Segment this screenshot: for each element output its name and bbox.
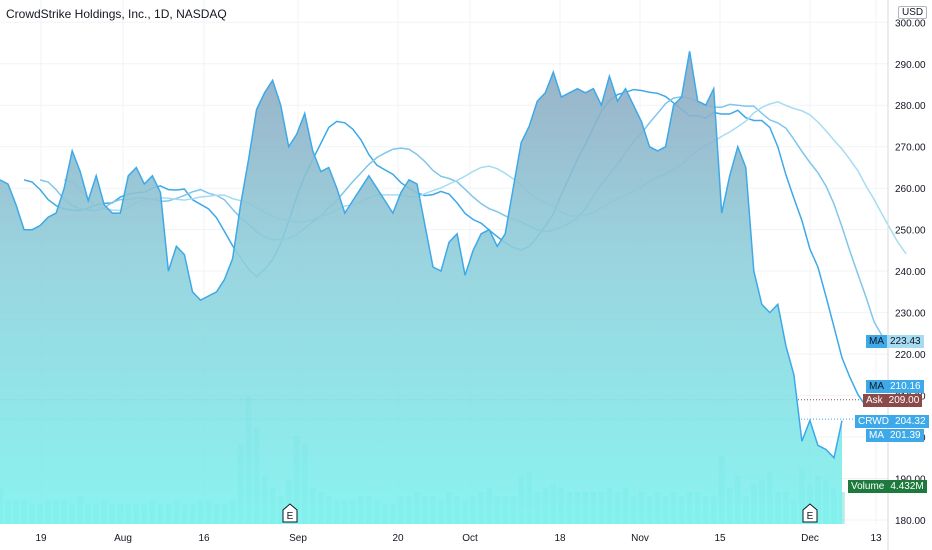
time-axis: 19 Aug 16 Sep 20 Oct 18 Nov 15 Dec 13 xyxy=(35,533,882,544)
x-tick-label: Aug xyxy=(114,533,132,544)
ask-value: 209.00 xyxy=(885,394,923,407)
ma3-label: MA xyxy=(866,429,887,442)
currency-button[interactable]: USD xyxy=(898,6,928,19)
x-tick-label: Dec xyxy=(801,533,819,544)
ma3-last-label: MA 201.39 xyxy=(866,429,924,442)
ask-last-label: Ask 209.00 xyxy=(863,394,923,407)
x-tick-label: Oct xyxy=(462,533,478,544)
price-area-fill xyxy=(0,51,842,525)
y-tick-label: 300.00 xyxy=(895,18,926,29)
earnings-marker-label: E xyxy=(807,511,814,522)
x-tick-label: 19 xyxy=(35,533,47,544)
ma-line-2 xyxy=(39,95,883,337)
x-tick-label: 20 xyxy=(392,533,404,544)
ma-line-1 xyxy=(23,88,867,408)
x-tick-label: 13 xyxy=(870,533,882,544)
price-area xyxy=(0,51,843,525)
y-tick-label: 290.00 xyxy=(895,60,926,71)
chart-title: CrowdStrike Holdings, Inc., 1D, NASDAQ xyxy=(6,7,227,21)
ma-line-3 xyxy=(64,101,907,255)
y-tick-label: 260.00 xyxy=(895,184,926,195)
x-tick-label: 15 xyxy=(714,533,726,544)
y-tick-label: 250.00 xyxy=(895,226,926,237)
y-tick-label: 180.00 xyxy=(895,516,926,527)
earnings-marker[interactable]: E xyxy=(802,503,818,523)
ma2-value: 210.16 xyxy=(887,380,924,393)
price-line xyxy=(0,51,843,460)
moving-average-lines xyxy=(23,88,907,408)
y-tick-label: 230.00 xyxy=(895,309,926,320)
ma2-last-label: MA 210.16 xyxy=(866,380,924,393)
x-tick-label: 16 xyxy=(198,533,210,544)
volume-last-label: Volume 4.432M xyxy=(848,480,927,493)
y-tick-label: 280.00 xyxy=(895,101,926,112)
price-axis: 180.00190.00200.00210.00220.00230.00240.… xyxy=(887,0,926,550)
x-tick-label: Nov xyxy=(631,533,649,544)
x-tick-label: Sep xyxy=(289,533,307,544)
crwd-label: CRWD xyxy=(855,415,892,428)
y-tick-label: 270.00 xyxy=(895,143,926,154)
ma1-value: 223.43 xyxy=(887,335,924,348)
y-tick-label: 240.00 xyxy=(895,267,926,278)
volume-label: Volume xyxy=(848,480,888,493)
ma2-label: MA xyxy=(866,380,887,393)
volume-value: 4.432M xyxy=(887,480,927,493)
crwd-value: 204.32 xyxy=(891,415,929,428)
y-tick-label: 220.00 xyxy=(895,350,926,361)
earnings-marker[interactable]: E xyxy=(282,503,298,523)
ma3-value: 201.39 xyxy=(887,429,924,442)
x-tick-label: 18 xyxy=(554,533,566,544)
crwd-last-label: CRWD 204.32 xyxy=(855,415,929,428)
ma1-last-label: MA 223.43 xyxy=(866,335,924,348)
earnings-marker-label: E xyxy=(287,511,294,522)
ask-label: Ask xyxy=(863,394,886,407)
ma1-label: MA xyxy=(866,335,887,348)
